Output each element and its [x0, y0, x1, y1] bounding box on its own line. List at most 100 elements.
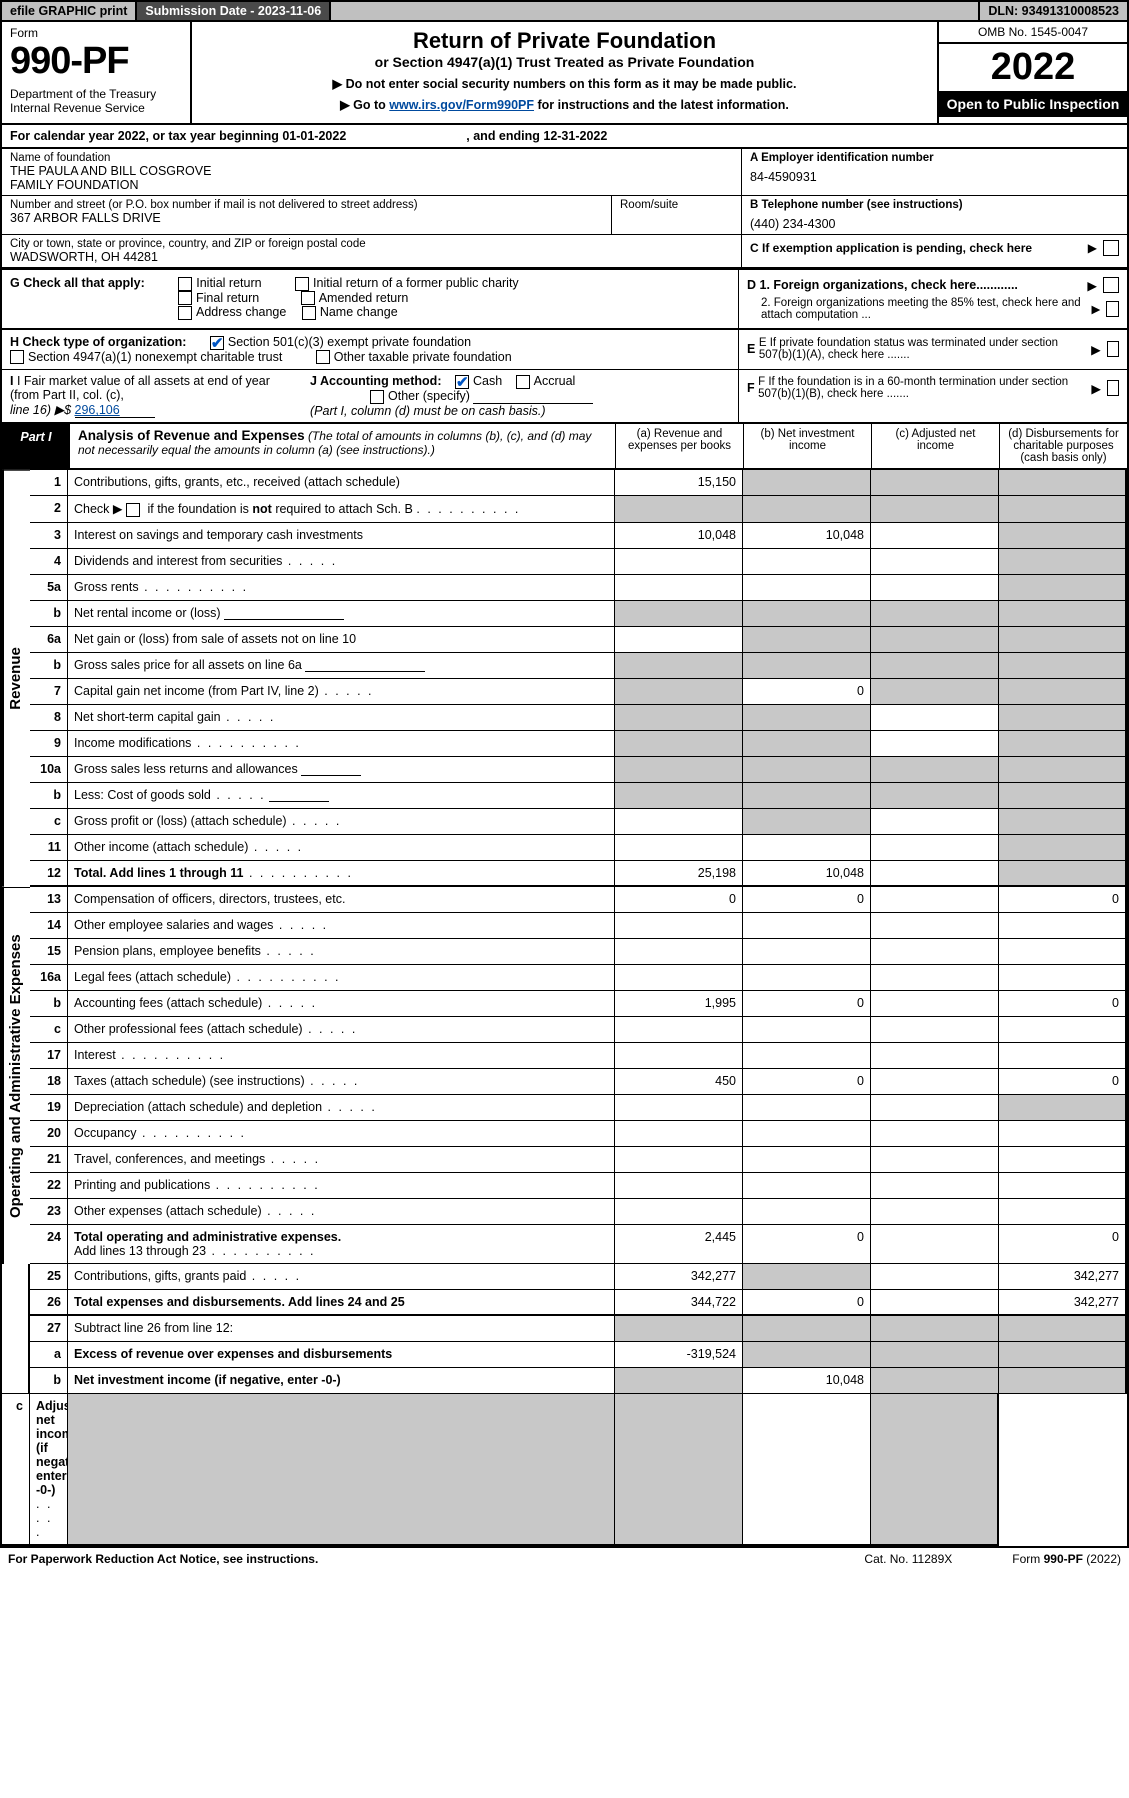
c-cell: C If exemption application is pending, c… [742, 235, 1127, 269]
room-label: Room/suite [620, 199, 733, 211]
r27a-desc: Excess of revenue over expenses and disb… [68, 1342, 615, 1368]
c-label: C If exemption application is pending, c… [750, 241, 1032, 255]
page-footer: For Paperwork Reduction Act Notice, see … [0, 1547, 1129, 1570]
tax-year: 2022 [939, 44, 1127, 91]
part1-table: Revenue 1 Contributions, gifts, grants, … [0, 470, 1129, 1547]
form-title: Return of Private Foundation [200, 28, 929, 54]
r26-desc: Total expenses and disbursements. Add li… [68, 1290, 615, 1316]
address: 367 ARBOR FALLS DRIVE [10, 211, 603, 225]
r16c-desc: Other professional fees (attach schedule… [68, 1017, 615, 1043]
cb-amended[interactable] [301, 291, 315, 305]
cb-final[interactable] [178, 291, 192, 305]
header-mid: Return of Private Foundation or Section … [192, 22, 937, 123]
footer-form: Form 990-PF (2022) [1012, 1552, 1121, 1566]
r16b-desc: Accounting fees (attach schedule) [68, 991, 615, 1017]
i-line: line 16) ▶$ [10, 403, 75, 417]
r6b-desc: Gross sales price for all assets on line… [68, 653, 615, 679]
r21-desc: Travel, conferences, and meetings [68, 1147, 615, 1173]
col-a-head: (a) Revenue and expenses per books [615, 424, 743, 468]
j-note: (Part I, column (d) must be on cash basi… [310, 404, 546, 418]
r1-d [999, 470, 1127, 496]
r12-desc: Total. Add lines 1 through 11 [68, 861, 615, 887]
cb-cash[interactable] [455, 375, 469, 389]
submission-date: Submission Date - 2023-11-06 [137, 2, 331, 20]
r1-num: 1 [30, 470, 68, 496]
cb-501c3[interactable] [210, 336, 224, 350]
r10a-desc: Gross sales less returns and allowances [68, 757, 615, 783]
r10b-desc: Less: Cost of goods sold [68, 783, 615, 809]
cal-text: For calendar year 2022, or tax year begi… [10, 129, 346, 143]
j-section: J Accounting method: Cash Accrual Other … [302, 370, 738, 422]
r20-desc: Occupancy [68, 1121, 615, 1147]
cb-4947[interactable] [10, 350, 24, 364]
c-checkbox[interactable] [1103, 240, 1119, 256]
r6a-desc: Net gain or (loss) from sale of assets n… [68, 627, 615, 653]
r3-desc: Interest on savings and temporary cash i… [68, 523, 615, 549]
phone-cell: B Telephone number (see instructions) (4… [742, 196, 1127, 235]
r17-desc: Interest [68, 1043, 615, 1069]
part1-header: Part I Analysis of Revenue and Expenses … [0, 424, 1129, 470]
cb-initial-former[interactable] [295, 277, 309, 291]
h-e-row: H Check type of organization: Section 50… [0, 330, 1129, 370]
irs-link[interactable]: www.irs.gov/Form990PF [389, 98, 534, 112]
cb-address[interactable] [178, 306, 192, 320]
cb-initial[interactable] [178, 277, 192, 291]
d2-label: 2. Foreign organizations meeting the 85%… [761, 297, 1091, 321]
r25-desc: Contributions, gifts, grants paid [68, 1264, 615, 1290]
top-bar: efile GRAPHIC print Submission Date - 20… [0, 0, 1129, 22]
f-checkbox[interactable] [1107, 380, 1119, 396]
footer-left: For Paperwork Reduction Act Notice, see … [8, 1552, 318, 1566]
efile-label[interactable]: efile GRAPHIC print [2, 2, 137, 20]
g-d-row: G Check all that apply: Initial return I… [0, 269, 1129, 330]
d1-checkbox[interactable] [1103, 277, 1119, 293]
r3-a: 10,048 [615, 523, 743, 549]
addr-label: Number and street (or P.O. box number if… [10, 199, 603, 211]
g-label: G Check all that apply: [10, 276, 145, 290]
e-checkbox[interactable] [1107, 341, 1119, 357]
r12-a: 25,198 [615, 861, 743, 887]
r12-b: 10,048 [743, 861, 871, 887]
side-expenses: Operating and Administrative Expenses [2, 887, 30, 1264]
form-subtitle: or Section 4947(a)(1) Trust Treated as P… [200, 54, 929, 70]
ein-cell: A Employer identification number 84-4590… [742, 149, 1127, 196]
cb-name[interactable] [302, 306, 316, 320]
instr-2: ▶ Go to www.irs.gov/Form990PF for instru… [200, 97, 929, 112]
r1-b [743, 470, 871, 496]
h-label: H Check type of organization: [10, 335, 186, 349]
r3-b: 10,048 [743, 523, 871, 549]
col-d-head: (d) Disbursements for charitable purpose… [999, 424, 1127, 468]
form-header: Form 990-PF Department of the Treasury I… [0, 22, 1129, 125]
r22-desc: Printing and publications [68, 1173, 615, 1199]
r7-desc: Capital gain net income (from Part IV, l… [68, 679, 615, 705]
ein-value: 84-4590931 [750, 170, 1119, 184]
foundation-name: THE PAULA AND BILL COSGROVE FAMILY FOUND… [10, 164, 733, 192]
cb-accrual[interactable] [516, 375, 530, 389]
i-section: I I Fair market value of all assets at e… [2, 370, 302, 422]
r27b-desc: Net investment income (if negative, ente… [68, 1368, 615, 1394]
i-value[interactable]: 296,106 [75, 403, 155, 418]
col-c-head: (c) Adjusted net income [871, 424, 999, 468]
footer-catno: Cat. No. 11289X [864, 1552, 952, 1566]
r16a-desc: Legal fees (attach schedule) [68, 965, 615, 991]
r10c-desc: Gross profit or (loss) (attach schedule) [68, 809, 615, 835]
cb-other-acct[interactable] [370, 390, 384, 404]
cb-schb[interactable] [126, 503, 140, 517]
r4-desc: Dividends and interest from securities [68, 549, 615, 575]
r1-desc: Contributions, gifts, grants, etc., rece… [68, 470, 615, 496]
r11-desc: Other income (attach schedule) [68, 835, 615, 861]
g-section: G Check all that apply: Initial return I… [2, 270, 738, 328]
r24-desc: Total operating and administrative expen… [68, 1225, 615, 1264]
r27c-desc: Adjusted net income (if negative, enter … [30, 1394, 68, 1546]
i-j-f-row: I I Fair market value of all assets at e… [0, 370, 1129, 424]
r1-a: 15,150 [615, 470, 743, 496]
d2-checkbox[interactable] [1106, 301, 1119, 317]
r18-desc: Taxes (attach schedule) (see instruction… [68, 1069, 615, 1095]
cb-other-tax[interactable] [316, 350, 330, 364]
address-cell: Number and street (or P.O. box number if… [2, 196, 612, 235]
e-section: E E If private foundation status was ter… [738, 330, 1127, 369]
r9-desc: Income modifications [68, 731, 615, 757]
blank-side [2, 1264, 30, 1394]
r2-desc: Check ▶ if the foundation is not require… [68, 496, 615, 523]
instr-1: ▶ Do not enter social security numbers o… [200, 76, 929, 91]
city-label: City or town, state or province, country… [10, 238, 733, 250]
